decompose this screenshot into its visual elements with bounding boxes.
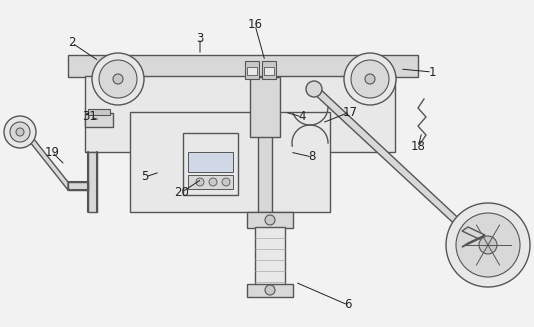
Bar	[255, 227, 285, 287]
Text: 16: 16	[247, 19, 263, 31]
Bar	[247, 284, 293, 297]
Bar	[88, 109, 110, 115]
Circle shape	[196, 178, 204, 186]
Circle shape	[365, 74, 375, 84]
Text: 20: 20	[175, 185, 190, 198]
Text: 2: 2	[68, 37, 76, 49]
Bar	[250, 77, 280, 137]
Bar	[130, 112, 330, 212]
Circle shape	[351, 60, 389, 98]
Bar	[258, 112, 272, 212]
Polygon shape	[22, 124, 68, 190]
Text: 5: 5	[142, 170, 148, 183]
Circle shape	[113, 74, 123, 84]
Circle shape	[265, 285, 275, 295]
Polygon shape	[310, 87, 468, 231]
Circle shape	[4, 116, 36, 148]
Text: 8: 8	[308, 150, 316, 164]
Circle shape	[456, 213, 520, 277]
Text: 19: 19	[44, 146, 59, 159]
Circle shape	[446, 203, 530, 287]
Bar	[188, 175, 233, 189]
Bar	[245, 61, 259, 79]
Polygon shape	[88, 152, 97, 212]
Text: 1: 1	[428, 65, 436, 78]
Circle shape	[92, 53, 144, 105]
Circle shape	[306, 81, 322, 97]
Text: 3: 3	[197, 31, 203, 44]
Bar	[85, 113, 113, 127]
Bar	[247, 212, 293, 228]
Bar	[68, 55, 418, 77]
Circle shape	[209, 178, 217, 186]
Text: 17: 17	[342, 106, 357, 118]
Bar	[264, 67, 274, 75]
Circle shape	[265, 215, 275, 225]
Circle shape	[16, 128, 24, 136]
Text: 6: 6	[344, 299, 352, 312]
Text: 4: 4	[299, 111, 306, 124]
Polygon shape	[462, 227, 485, 239]
Bar	[262, 61, 276, 79]
Circle shape	[10, 122, 30, 142]
Circle shape	[344, 53, 396, 105]
Text: 18: 18	[411, 141, 426, 153]
Circle shape	[479, 236, 497, 254]
Bar	[85, 76, 395, 152]
Circle shape	[222, 178, 230, 186]
Bar	[183, 133, 238, 195]
Circle shape	[99, 60, 137, 98]
Text: 31: 31	[83, 111, 97, 124]
Bar	[188, 152, 233, 172]
Polygon shape	[68, 182, 88, 190]
Polygon shape	[462, 235, 485, 247]
Bar	[247, 67, 257, 75]
